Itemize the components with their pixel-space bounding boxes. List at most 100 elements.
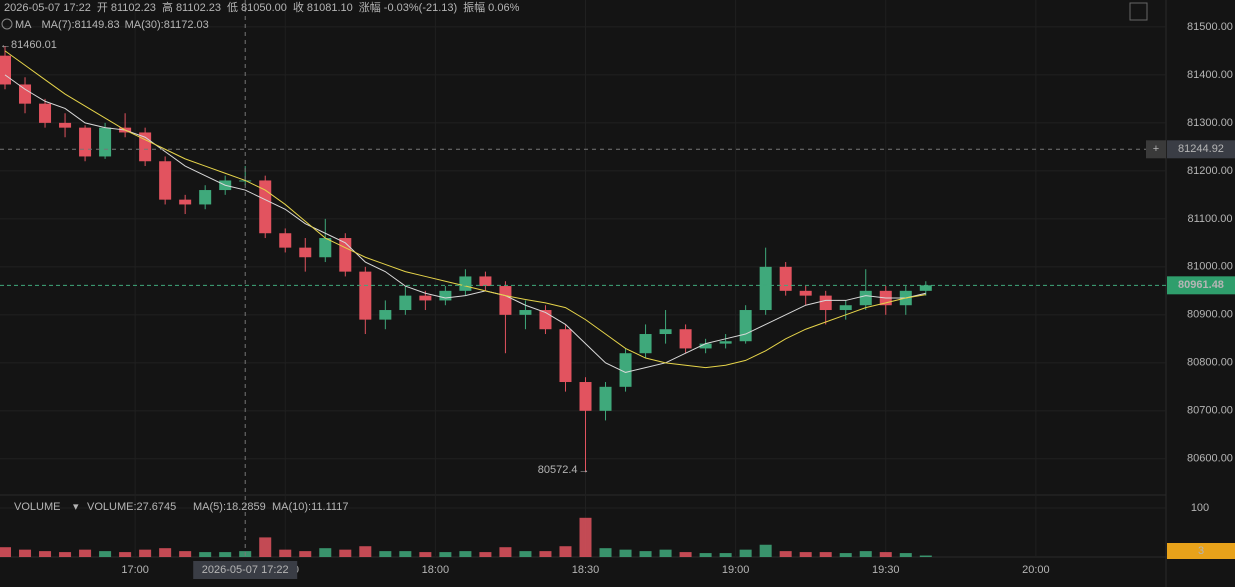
last-volume-box xyxy=(1167,543,1235,559)
volume-bar xyxy=(459,551,472,557)
y-tick-label: 80700.00 xyxy=(1187,405,1233,417)
candle-body xyxy=(519,310,532,315)
candle-body xyxy=(199,190,212,205)
volume-bar xyxy=(379,551,392,557)
candle-body xyxy=(79,127,92,157)
last-price-label: 80961.48 xyxy=(1178,279,1224,291)
volume-bar xyxy=(859,551,872,557)
last-price-box xyxy=(1167,276,1235,295)
volume-value: VOLUME:27.6745 xyxy=(87,501,176,513)
volume-bar xyxy=(699,553,712,557)
header-value: 81102.23 xyxy=(176,2,221,14)
candle-body xyxy=(599,386,612,411)
candle-body xyxy=(279,233,292,248)
candle-body xyxy=(319,238,332,258)
volume-bar xyxy=(19,549,32,557)
volume-bar xyxy=(99,551,112,557)
crosshair-plus-box[interactable] xyxy=(1146,140,1166,159)
candle-body xyxy=(499,286,512,315)
header-label: 收 xyxy=(293,0,304,14)
y-tick-label: 80800.00 xyxy=(1187,357,1233,369)
dropdown-icon[interactable]: ▾ xyxy=(73,501,79,513)
candle-body xyxy=(19,84,32,104)
candle-body xyxy=(639,334,652,354)
candle-body xyxy=(179,199,192,205)
y-tick-label: 81200.00 xyxy=(1187,165,1233,177)
volume-ma5: MA(5):18.2859 xyxy=(193,501,266,513)
ma-title: MA xyxy=(15,19,32,31)
candle-body xyxy=(59,122,72,128)
crosshair-price-box xyxy=(1167,140,1235,159)
volume-bar xyxy=(219,552,232,557)
header-value: 81102.23 xyxy=(111,2,156,14)
crosshair-time-box xyxy=(193,561,298,579)
volume-bar xyxy=(519,551,532,557)
candle-body xyxy=(299,247,312,258)
volume-bar xyxy=(319,548,332,557)
candle-body xyxy=(919,285,932,291)
header-value: 0.06% xyxy=(488,2,519,14)
arrow: ← xyxy=(0,39,11,51)
candle-body xyxy=(759,266,772,311)
volume-bar xyxy=(739,549,752,557)
x-tick-label: 17:00 xyxy=(121,564,149,576)
candle-body xyxy=(779,266,792,291)
header-value: -0.03%(-21.13) xyxy=(384,2,457,14)
x-tick-label: 20:00 xyxy=(1022,564,1050,576)
candle-body xyxy=(739,310,752,342)
volume-ma10: MA(10):11.1117 xyxy=(272,501,348,513)
volume-bar xyxy=(819,552,832,557)
fullscreen-icon[interactable] xyxy=(1129,2,1148,21)
y-tick-label: 81500.00 xyxy=(1187,21,1233,33)
candle-body xyxy=(0,55,12,85)
candle-body xyxy=(399,295,412,311)
candle-body xyxy=(839,305,852,311)
header-label: 高 xyxy=(162,0,173,14)
candle-body xyxy=(39,103,52,123)
volume-bar xyxy=(0,547,12,557)
y-tick-label: 81400.00 xyxy=(1187,69,1233,81)
ma-toggle-icon[interactable] xyxy=(1,18,13,30)
volume-bar xyxy=(639,551,652,557)
header-label: 低 xyxy=(227,1,238,14)
volume-bar xyxy=(359,546,372,557)
volume-bar xyxy=(199,552,212,557)
volume-bar xyxy=(139,549,152,557)
candle-body xyxy=(479,276,492,287)
candle-body xyxy=(259,180,272,234)
ma-line xyxy=(4,74,926,373)
candle-body xyxy=(439,290,452,301)
volume-bar xyxy=(279,549,292,557)
volume-bar xyxy=(539,551,552,557)
volume-title: VOLUME xyxy=(14,501,60,513)
volume-bar xyxy=(39,551,52,557)
candle-body xyxy=(539,310,552,330)
candle-body xyxy=(719,341,732,344)
candle-body xyxy=(679,329,692,349)
volume-bar xyxy=(799,552,812,557)
legend-entry: MA(7):81149.83 xyxy=(42,19,120,31)
candle-body xyxy=(159,161,172,200)
volume-bar xyxy=(259,537,272,557)
candle-body xyxy=(419,295,432,301)
volume-bar xyxy=(79,549,92,557)
arrow: → xyxy=(579,464,590,476)
x-tick-label: 19:30 xyxy=(872,564,900,576)
candle-body xyxy=(659,329,672,335)
volume-bar xyxy=(119,552,132,557)
x-tick-label: 18:00 xyxy=(422,564,450,576)
volume-bar xyxy=(339,549,352,557)
candle-body xyxy=(459,276,472,291)
header-label: 振幅 xyxy=(463,0,485,14)
volume-bar xyxy=(759,544,772,557)
plot xyxy=(0,46,932,557)
last-volume-label: 3 xyxy=(1198,545,1204,557)
header-label: 涨幅 xyxy=(359,1,381,14)
candle-body xyxy=(619,353,632,387)
low-annotation: 80572.4 xyxy=(538,464,578,476)
candle-body xyxy=(359,271,372,320)
candle-body xyxy=(579,382,592,411)
legend-entry: MA(30):81172.03 xyxy=(125,19,209,31)
